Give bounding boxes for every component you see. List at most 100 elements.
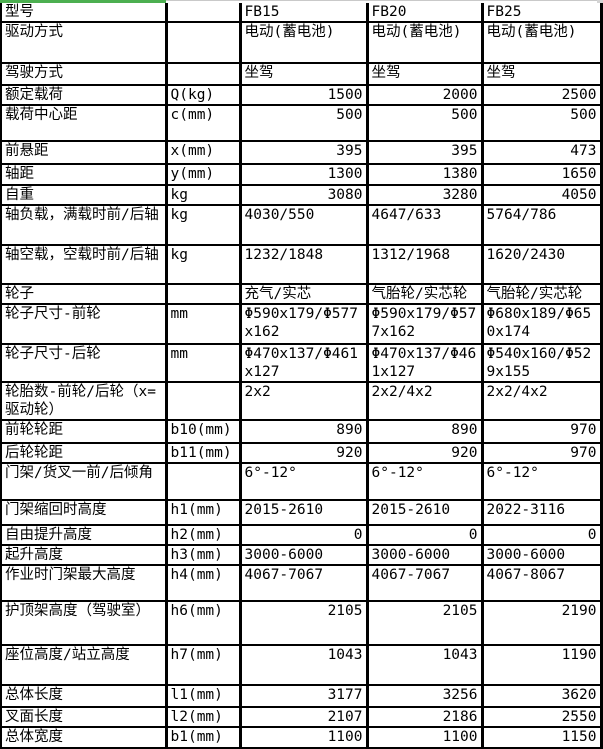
spec-value-cell-fb15[interactable]: 2105	[238, 600, 369, 646]
spec-value-cell-fb15[interactable]: 2x2	[238, 381, 369, 421]
spec-label-cell[interactable]: 自重	[0, 184, 168, 206]
spec-label-cell[interactable]: 轴距	[0, 163, 168, 186]
spec-value-cell-fb25[interactable]: 1650	[480, 163, 603, 186]
spec-unit-cell[interactable]: h6(mm)	[164, 600, 242, 646]
spec-value-cell-fb25[interactable]: 4050	[480, 184, 603, 206]
spec-value-cell-fb20[interactable]: 2x2/4x2	[365, 381, 484, 421]
spec-value-cell-fb20[interactable]: FB20	[365, 3, 484, 23]
spec-unit-cell[interactable]: Q(kg)	[164, 84, 242, 106]
spec-value-cell-fb20[interactable]: 2000	[365, 84, 484, 106]
spec-label-cell[interactable]: 总体长度	[0, 684, 168, 708]
spec-value-cell-fb15[interactable]: 0	[238, 524, 369, 546]
spec-value-cell-fb15[interactable]: FB15	[238, 3, 369, 23]
spec-value-cell-fb15[interactable]: 920	[238, 442, 369, 464]
spec-value-cell-fb20[interactable]: Φ470x137/Φ461x127	[365, 343, 484, 383]
spec-value-cell-fb15[interactable]: 890	[238, 419, 369, 444]
spec-value-cell-fb25[interactable]: 0	[480, 524, 603, 546]
spec-label-cell[interactable]: 总体宽度	[0, 726, 168, 749]
spec-label-cell[interactable]: 门架缩回时高度	[0, 499, 168, 526]
spec-unit-cell[interactable]: l2(mm)	[164, 706, 242, 728]
spec-value-cell-fb25[interactable]: 坐驾	[480, 62, 603, 86]
spec-value-cell-fb25[interactable]: 2500	[480, 84, 603, 106]
spec-value-cell-fb15[interactable]: Φ590x179/Φ577x162	[238, 303, 369, 345]
spec-value-cell-fb20[interactable]: 2186	[365, 706, 484, 728]
spec-label-cell[interactable]: 起升高度	[0, 544, 168, 566]
spec-value-cell-fb25[interactable]: 970	[480, 442, 603, 464]
spec-label-cell[interactable]: 额定载荷	[0, 84, 168, 106]
spec-value-cell-fb20[interactable]: 0	[365, 524, 484, 546]
spec-value-cell-fb20[interactable]: 3280	[365, 184, 484, 206]
spec-label-cell[interactable]: 驱动方式	[0, 21, 168, 64]
spec-value-cell-fb25[interactable]: 500	[480, 104, 603, 142]
spec-value-cell-fb20[interactable]: 2105	[365, 600, 484, 646]
spec-unit-cell[interactable]	[164, 21, 242, 64]
spec-unit-cell[interactable]: b11(mm)	[164, 442, 242, 464]
spec-value-cell-fb25[interactable]: Φ680x189/Φ650x174	[480, 303, 603, 345]
spec-value-cell-fb20[interactable]: 6°-12°	[365, 462, 484, 501]
spec-value-cell-fb15[interactable]: Φ470x137/Φ461x127	[238, 343, 369, 383]
spec-value-cell-fb25[interactable]: 3000-6000	[480, 544, 603, 566]
spec-value-cell-fb25[interactable]: 473	[480, 140, 603, 165]
spec-label-cell[interactable]: 前轮轮距	[0, 419, 168, 444]
spec-unit-cell[interactable]: kg	[164, 184, 242, 206]
spec-label-cell[interactable]: 前悬距	[0, 140, 168, 165]
spec-value-cell-fb20[interactable]: 4067-7067	[365, 564, 484, 602]
spec-value-cell-fb20[interactable]: 3000-6000	[365, 544, 484, 566]
spec-value-cell-fb15[interactable]: 充气/实芯	[238, 283, 369, 305]
spec-value-cell-fb20[interactable]: 1043	[365, 644, 484, 686]
spec-value-cell-fb25[interactable]: Φ540x160/Φ529x155	[480, 343, 603, 383]
spec-unit-cell[interactable]: h3(mm)	[164, 544, 242, 566]
spec-value-cell-fb25[interactable]: 6°-12°	[480, 462, 603, 501]
spec-value-cell-fb20[interactable]: 4647/633	[365, 204, 484, 246]
spec-value-cell-fb15[interactable]: 3000-6000	[238, 544, 369, 566]
spec-unit-cell[interactable]	[164, 462, 242, 501]
spec-value-cell-fb20[interactable]: 890	[365, 419, 484, 444]
spec-unit-cell[interactable]	[164, 381, 242, 421]
spec-label-cell[interactable]: 门架/货叉一前/后倾角	[0, 462, 168, 501]
spec-unit-cell[interactable]: y(mm)	[164, 163, 242, 186]
spec-unit-cell[interactable]: b10(mm)	[164, 419, 242, 444]
spec-value-cell-fb20[interactable]: 3256	[365, 684, 484, 708]
spec-label-cell[interactable]: 轮子尺寸-后轮	[0, 343, 168, 383]
spec-unit-cell[interactable]	[164, 3, 242, 23]
spec-unit-cell[interactable]	[164, 283, 242, 305]
spec-unit-cell[interactable]: x(mm)	[164, 140, 242, 165]
spec-value-cell-fb20[interactable]: 1100	[365, 726, 484, 749]
spec-label-cell[interactable]: 座位高度/站立高度	[0, 644, 168, 686]
spec-label-cell[interactable]: 轮胎数-前轮/后轮（x=驱动轮）	[0, 381, 168, 421]
spec-label-cell[interactable]: 型号	[0, 3, 168, 23]
spec-value-cell-fb15[interactable]: 500	[238, 104, 369, 142]
spec-value-cell-fb20[interactable]: 500	[365, 104, 484, 142]
spec-value-cell-fb20[interactable]: 坐驾	[365, 62, 484, 86]
spec-label-cell[interactable]: 载荷中心距	[0, 104, 168, 142]
spec-value-cell-fb20[interactable]: 1380	[365, 163, 484, 186]
spec-unit-cell[interactable]: kg	[164, 244, 242, 285]
spec-value-cell-fb25[interactable]: 1150	[480, 726, 603, 749]
spec-unit-cell[interactable]: h2(mm)	[164, 524, 242, 546]
spec-label-cell[interactable]: 驾驶方式	[0, 62, 168, 86]
spec-value-cell-fb25[interactable]: 2190	[480, 600, 603, 646]
spec-value-cell-fb25[interactable]: 4067-8067	[480, 564, 603, 602]
spec-value-cell-fb25[interactable]: 2x2/4x2	[480, 381, 603, 421]
spec-value-cell-fb25[interactable]: 2550	[480, 706, 603, 728]
spec-unit-cell[interactable]: h7(mm)	[164, 644, 242, 686]
spec-unit-cell[interactable]: b1(mm)	[164, 726, 242, 749]
spec-label-cell[interactable]: 后轮轮距	[0, 442, 168, 464]
spec-value-cell-fb20[interactable]: 电动(蓄电池)	[365, 21, 484, 64]
spec-value-cell-fb25[interactable]: 1190	[480, 644, 603, 686]
spec-label-cell[interactable]: 叉面长度	[0, 706, 168, 728]
spec-value-cell-fb15[interactable]: 3080	[238, 184, 369, 206]
spec-value-cell-fb15[interactable]: 1232/1848	[238, 244, 369, 285]
spec-value-cell-fb15[interactable]: 2107	[238, 706, 369, 728]
spec-value-cell-fb15[interactable]: 6°-12°	[238, 462, 369, 501]
spec-value-cell-fb15[interactable]: 3177	[238, 684, 369, 708]
spec-value-cell-fb15[interactable]: 2015-2610	[238, 499, 369, 526]
spec-value-cell-fb25[interactable]: FB25	[480, 3, 603, 23]
spec-value-cell-fb15[interactable]: 电动(蓄电池)	[238, 21, 369, 64]
spec-value-cell-fb15[interactable]: 395	[238, 140, 369, 165]
spec-value-cell-fb25[interactable]: 3620	[480, 684, 603, 708]
spec-value-cell-fb25[interactable]: 5764/786	[480, 204, 603, 246]
spec-value-cell-fb20[interactable]: 920	[365, 442, 484, 464]
spec-unit-cell[interactable]: mm	[164, 303, 242, 345]
spec-unit-cell[interactable]: h4(mm)	[164, 564, 242, 602]
